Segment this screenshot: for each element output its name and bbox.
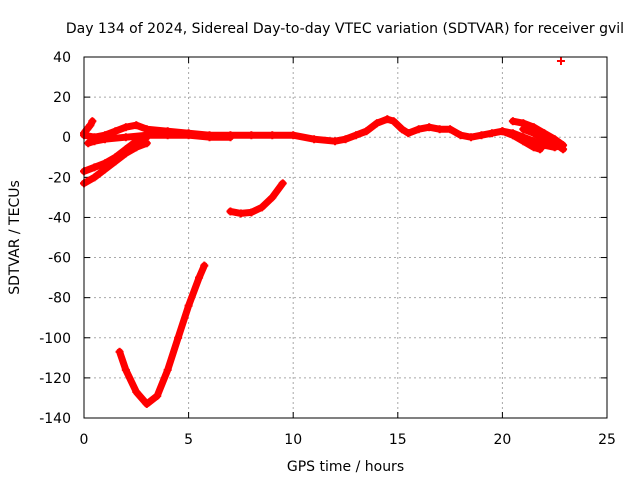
data-point: [331, 137, 340, 146]
x-tick-label: 20: [493, 432, 511, 448]
data-point: [498, 127, 507, 136]
data-point: [184, 301, 193, 310]
data-point: [435, 125, 444, 134]
data-point: [310, 135, 319, 144]
data-point: [519, 137, 528, 146]
y-tick-labels: -140 -120 -100 -80 -60 -40 -20 0 20 40: [39, 50, 71, 427]
data-point: [519, 125, 528, 134]
data-point: [351, 131, 360, 140]
data-point: [257, 203, 266, 212]
data-point: [200, 261, 209, 270]
data-point: [397, 125, 406, 134]
x-tick-label: 15: [389, 432, 407, 448]
data-point: [446, 125, 455, 134]
data-point: [341, 135, 350, 144]
data-point: [153, 391, 162, 400]
data-point: [529, 129, 538, 138]
y-tick-label: -100: [39, 331, 71, 347]
data-point: [121, 365, 130, 374]
data-point: [550, 139, 559, 148]
y-tick-label: -20: [48, 170, 71, 186]
data-point: [132, 387, 141, 396]
data-point: [88, 117, 97, 126]
data-point: [289, 131, 298, 140]
data-point: [247, 131, 256, 140]
data-point: [90, 137, 99, 146]
data-point: [372, 119, 381, 128]
data-point: [477, 131, 486, 140]
y-tick-label: -80: [48, 291, 71, 307]
y-tick-label: -40: [48, 210, 71, 226]
data-point: [559, 145, 568, 154]
data-point: [195, 273, 204, 282]
data-point: [425, 123, 434, 132]
data-point: [389, 117, 398, 126]
data-point: [90, 163, 99, 172]
y-tick-label: -140: [39, 411, 71, 427]
data-point: [414, 125, 423, 134]
data-point: [268, 131, 277, 140]
data-series: [80, 57, 568, 408]
data-point: [174, 333, 183, 342]
y-tick-label: 0: [62, 130, 71, 146]
data-point: [508, 131, 517, 140]
data-point: [456, 131, 465, 140]
data-point: [383, 115, 392, 124]
series-line: [80, 117, 96, 137]
data-point: [121, 133, 130, 142]
data-point: [86, 121, 95, 130]
data-point: [121, 123, 130, 132]
data-point: [115, 347, 124, 356]
data-point: [142, 399, 151, 408]
data-point: [100, 165, 109, 174]
data-point: [236, 209, 245, 218]
data-point: [404, 129, 413, 138]
y-tick-label: -120: [39, 371, 71, 387]
data-point: [132, 143, 141, 152]
y-tick-label: -60: [48, 251, 71, 267]
data-point: [362, 127, 371, 136]
grid-lines: [84, 57, 607, 418]
data-point: [508, 117, 517, 126]
x-tick-label: 10: [284, 432, 302, 448]
x-axis-label: GPS time / hours: [287, 459, 404, 475]
data-point: [529, 143, 538, 152]
y-tick-label: 20: [53, 90, 71, 106]
data-point: [540, 135, 549, 144]
data-point: [111, 157, 120, 166]
data-point: [163, 131, 172, 140]
data-point: [536, 145, 545, 154]
x-tick-label: 25: [598, 432, 616, 448]
data-point: [184, 131, 193, 140]
data-point: [278, 179, 287, 188]
data-point: [247, 208, 256, 217]
x-tick-label: 0: [80, 432, 89, 448]
chart-title: Day 134 of 2024, Sidereal Day-to-day VTE…: [66, 21, 624, 37]
data-point: [142, 139, 151, 148]
data-point: [111, 127, 120, 136]
data-point: [121, 149, 130, 158]
x-tick-labels: 0 5 10 15 20 25: [80, 432, 616, 448]
y-tick-label: 40: [53, 50, 71, 66]
data-point: [487, 129, 496, 138]
plot-frame: [83, 56, 608, 419]
data-point: [163, 365, 172, 374]
data-point: [268, 193, 277, 202]
data-point: [226, 207, 235, 216]
data-point: [84, 139, 93, 148]
y-axis-label: SDTVAR / TECUs: [7, 180, 23, 295]
x-tick-label: 5: [184, 432, 193, 448]
data-point: [132, 121, 141, 130]
outlier-point: [556, 57, 565, 66]
data-point: [226, 133, 235, 142]
series-line: [116, 262, 208, 408]
data-point: [90, 173, 99, 182]
data-point: [205, 133, 214, 142]
axis-ticks: [83, 56, 608, 419]
data-point: [100, 135, 109, 144]
data-point: [467, 133, 476, 142]
